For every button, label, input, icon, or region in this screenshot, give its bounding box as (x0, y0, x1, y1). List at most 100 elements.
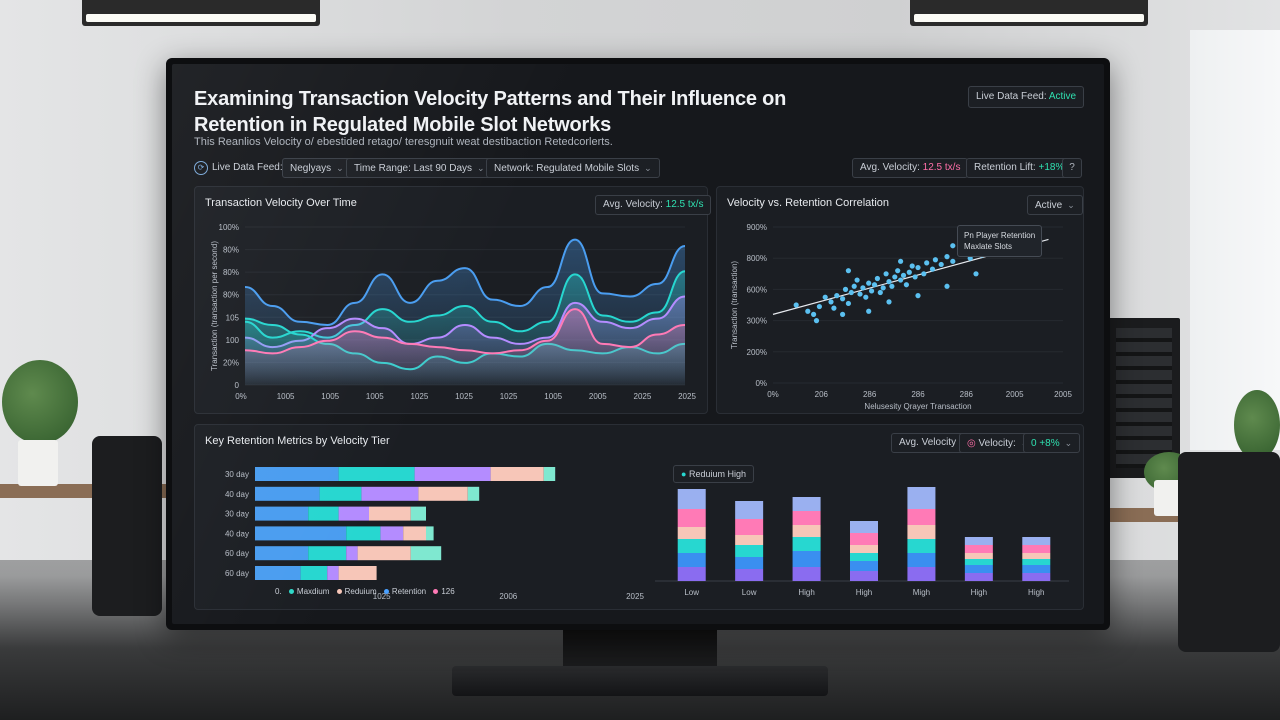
vbar-segment (907, 553, 936, 567)
vbar-segment (850, 521, 878, 533)
hbar-segment (410, 546, 442, 561)
scatter-point (886, 279, 892, 285)
stack-legend-badge: ● Reduium High (673, 465, 754, 483)
scatter-point (950, 258, 956, 264)
area-series-fill (245, 309, 685, 385)
ceiling-lamp-right (910, 0, 1148, 26)
legend-label-retention: Retention (391, 587, 427, 596)
legend-dot-retention (383, 589, 389, 594)
vbar-segment (677, 527, 706, 539)
office-window (1190, 30, 1280, 450)
live-data-feed-dropdown[interactable]: Neglyays ⌄ (282, 158, 352, 178)
help-button[interactable]: ? (1062, 158, 1082, 178)
retention-lift-label: Retention Lift: (974, 162, 1036, 173)
network-dropdown[interactable]: Network: Regulated Mobile Slots ⌄ (486, 158, 660, 178)
scatter-point (932, 257, 938, 263)
area-x-tick-label: 1025 (500, 392, 518, 401)
scatter-point (834, 293, 840, 299)
vbar-segment (792, 511, 821, 525)
scatter-point (816, 303, 822, 310)
area-y-axis-label: Transaction (transaction per second) (210, 241, 219, 371)
hbar-legend: 0. Maxdium Reduium Retention 126 (275, 587, 455, 596)
scatter-point (822, 294, 828, 300)
scatter-x-tick-label: 2005 (1054, 390, 1072, 399)
hbar-segment (338, 566, 377, 580)
pot-left (18, 440, 58, 486)
tooltip-line-2: Maxlate Slots (964, 242, 1013, 251)
vbar-segment (964, 553, 993, 559)
retention-lift-value: +18% (1038, 162, 1065, 173)
vbar-segment (677, 553, 706, 567)
vbar-segment (735, 535, 764, 545)
scatter-point (944, 283, 950, 289)
live-feed-badge-label: Live Data Feed: (976, 91, 1047, 102)
scatter-point (811, 311, 817, 317)
scatter-x-tick-label: 206 (815, 390, 829, 399)
hbar-segment (369, 506, 411, 521)
hbar-segment (346, 526, 381, 541)
correlation-dropdown[interactable]: Active ⌄ (1027, 195, 1083, 215)
area-x-tick-label: 1005 (321, 392, 339, 401)
hbar-x-tick-label: 1025 (373, 592, 391, 601)
legend-label-maxdium: Maxdium (296, 587, 330, 596)
vbar-segment (735, 545, 764, 557)
area-x-tick-label: 2025 (678, 392, 696, 401)
velocity-area-chart: 0 20% 100 105 80% 80% 80% 100% 0% 1005 1005 1005 102… (210, 223, 696, 401)
chevron-down-icon: ⌄ (477, 163, 485, 173)
scatter-point (854, 277, 860, 283)
hbar-segment (361, 486, 419, 501)
hbar-category-label: 30 day (225, 470, 249, 479)
tooltip-line-1: Pn Player Retention (964, 231, 1036, 240)
hbar-segment (338, 467, 415, 481)
vbar-category-label: Migh (913, 588, 930, 597)
correlation-panel: Velocity vs. Retention Correlation Activ… (716, 186, 1084, 414)
vbar-segment (964, 537, 993, 545)
vbar-segment (850, 553, 878, 561)
vbar-segment (907, 525, 936, 539)
vbar-segment (850, 561, 878, 571)
vbar-segment (735, 519, 764, 535)
hbar-segment (319, 486, 362, 501)
metrics-range-filter[interactable]: 0 +8% ⌄ (1023, 433, 1081, 453)
scatter-point (944, 254, 950, 260)
live-feed-badge[interactable]: Live Data Feed: Active (968, 86, 1085, 108)
time-range-dropdown[interactable]: Time Range: Last 90 Days ⌄ (346, 158, 493, 178)
scatter-point (929, 266, 936, 272)
live-feed-status: Active (1048, 91, 1077, 102)
hbar-category-label: 40 day (225, 490, 249, 499)
chevron-down-icon: ⌄ (1067, 200, 1075, 210)
scatter-point (895, 268, 901, 274)
vbar-segment (1022, 565, 1051, 573)
avg-velocity-value: 12.5 tx/s (922, 162, 961, 173)
scatter-point (915, 264, 921, 271)
area-x-tick-label: 2005 (589, 392, 607, 401)
dashboard-screen: Examining Transaction Velocity Patterns … (172, 64, 1104, 624)
hbar-segment (414, 467, 491, 481)
vbar-category-label: High (856, 588, 872, 597)
scatter-point (840, 311, 846, 317)
area-y-tick-label: 80% (223, 246, 239, 255)
hbar-segment (357, 546, 411, 561)
vbar-category-label: Low (742, 588, 757, 597)
scatter-point (909, 263, 915, 269)
hbar-category-label: 30 day (225, 510, 249, 519)
vbar-segment (792, 525, 821, 537)
hbar-segment (300, 566, 328, 580)
vbar-segment (677, 489, 706, 509)
scatter-y-tick-label: 0% (755, 379, 767, 388)
vbar-segment (907, 487, 936, 509)
area-x-tick-label: 0% (235, 392, 247, 401)
vbar-segment (1022, 553, 1051, 559)
scatter-point (793, 302, 799, 308)
vbar-segment (964, 545, 993, 553)
retention-metrics-panel: Key Retention Metrics by Velocity Tier A… (194, 424, 1084, 610)
scatter-point (805, 308, 811, 314)
hbar-segment (255, 486, 320, 501)
scatter-point (842, 286, 849, 292)
hbar-segment (255, 526, 347, 541)
vbar-segment (964, 559, 993, 565)
scatter-point (886, 299, 892, 305)
chevron-down-icon: ⌄ (1064, 438, 1073, 448)
scatter-point (851, 283, 857, 289)
velocity-over-time-panel: Transaction Velocity Over Time Avg. Velo… (194, 186, 712, 414)
